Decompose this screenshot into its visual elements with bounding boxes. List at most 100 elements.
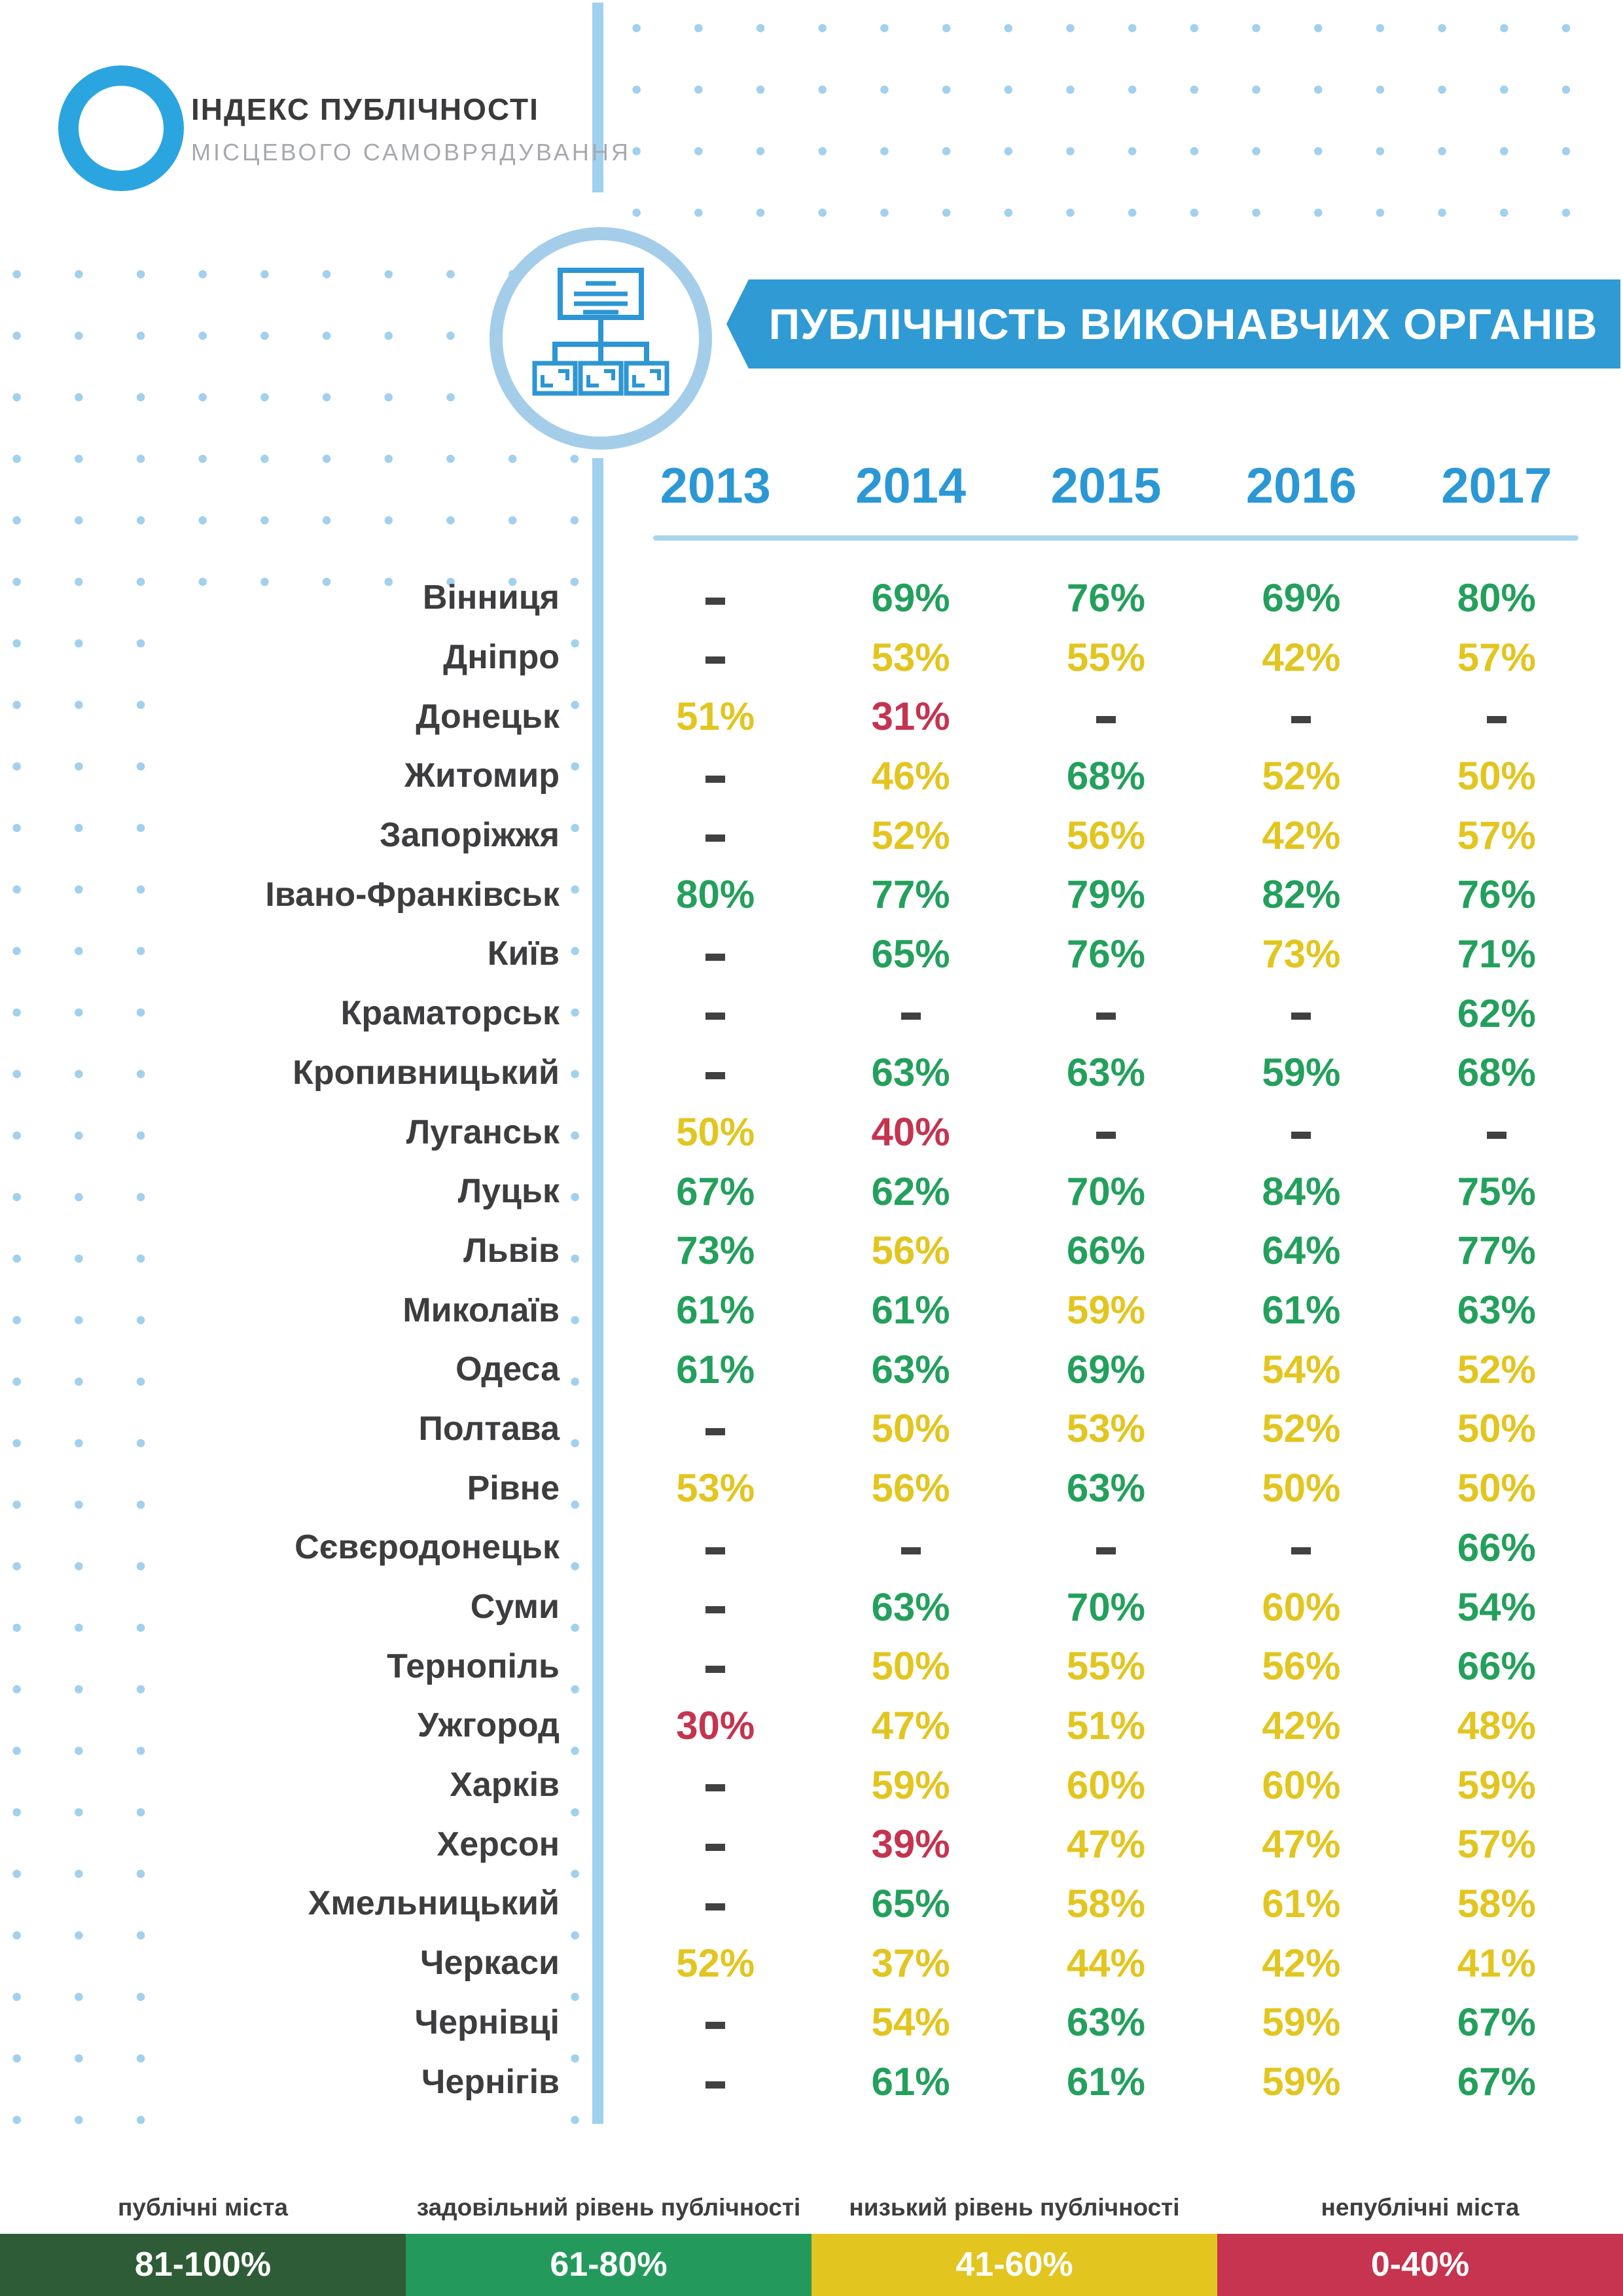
- value-cell: 58%: [1457, 1881, 1536, 1926]
- value-cell: [1204, 694, 1399, 739]
- no-data-dash: [705, 1903, 726, 1910]
- city-label: Чернігів: [421, 2062, 560, 2101]
- year-header-2015: 2015: [1050, 458, 1162, 514]
- city-label: Харків: [450, 1766, 560, 1804]
- no-data-dash: [1486, 1131, 1507, 1139]
- value-cell: [1008, 694, 1204, 739]
- value-cell: 64%: [1262, 1229, 1341, 1273]
- city-label: Дніпро: [443, 638, 560, 677]
- no-data-dash: [705, 2022, 726, 2029]
- value-cell: 61%: [676, 1347, 755, 1391]
- city-label: Черкаси: [419, 1944, 560, 1982]
- no-data-dash: [1291, 1013, 1311, 1020]
- value-cell: [618, 635, 813, 680]
- no-data-dash: [901, 1013, 921, 1020]
- value-cell: [618, 931, 813, 977]
- value-cell: 77%: [1457, 1229, 1536, 1273]
- value-cell: 63%: [1066, 1050, 1146, 1095]
- city-label: Миколаїв: [402, 1291, 560, 1329]
- value-cell: 61%: [1262, 1288, 1341, 1333]
- value-cell: 73%: [1262, 931, 1341, 976]
- value-cell: [618, 1821, 813, 1867]
- value-cell: 62%: [871, 1169, 950, 1213]
- value-cell: 69%: [871, 575, 950, 620]
- value-cell: [618, 813, 813, 858]
- value-cell: 52%: [1262, 1407, 1341, 1451]
- city-label: Ужгород: [417, 1706, 560, 1745]
- title-banner: ПУБЛІЧНІСТЬ ВИКОНАВЧИХ ОРГАНІВ: [726, 279, 1620, 368]
- value-cell: 48%: [1457, 1703, 1536, 1748]
- table-row: Чернівці 54% 63% 59% 67%: [0, 1993, 1623, 2053]
- value-cell: [618, 1525, 813, 1570]
- value-cell: [618, 2059, 813, 2104]
- table-row: Харків 59% 60% 60% 59%: [0, 1755, 1623, 1815]
- value-cell: 50%: [871, 1407, 950, 1451]
- value-cell: 63%: [871, 1347, 950, 1391]
- city-label: Чернівці: [414, 2003, 560, 2041]
- value-cell: [1008, 1109, 1204, 1155]
- no-data-dash: [705, 953, 726, 961]
- no-data-dash: [1096, 1131, 1116, 1139]
- value-cell: [618, 1585, 813, 1630]
- legend-label-low: низький рівень публічності: [849, 2194, 1180, 2221]
- value-cell: 54%: [1262, 1347, 1341, 1391]
- city-label: Сєвєродонецьк: [294, 1528, 560, 1567]
- value-cell: 60%: [1066, 1763, 1146, 1807]
- table-row: Запоріжжя 52% 56% 42% 57%: [0, 806, 1623, 865]
- city-label: Херсон: [437, 1825, 560, 1863]
- no-data-dash: [705, 1072, 726, 1079]
- no-data-dash: [901, 1547, 921, 1554]
- value-cell: 67%: [1457, 2060, 1536, 2104]
- table-row: Житомир 46% 68% 52% 50%: [0, 746, 1623, 806]
- value-cell: [813, 1525, 1008, 1570]
- city-label: Кропивницький: [293, 1053, 560, 1092]
- value-cell: 59%: [1262, 1050, 1341, 1095]
- value-cell: 77%: [871, 872, 950, 917]
- value-cell: 70%: [1066, 1585, 1146, 1629]
- value-cell: 84%: [1262, 1169, 1341, 1213]
- value-cell: 51%: [676, 694, 755, 739]
- value-cell: [1008, 991, 1204, 1036]
- value-cell: 61%: [871, 2060, 950, 2104]
- value-cell: 80%: [1457, 575, 1536, 620]
- value-cell: 47%: [871, 1703, 950, 1748]
- value-cell: [1204, 1109, 1399, 1155]
- legend-blocks-row: 81-100% 61-80% 41-60% 0-40%: [0, 2234, 1623, 2296]
- data-table: Вінниця 69% 76% 69% 80% Дніпро 53% 55% 42% 57% Дон…: [0, 568, 1623, 2111]
- no-data-dash: [705, 834, 726, 842]
- value-cell: 67%: [676, 1169, 755, 1213]
- no-data-dash: [705, 1843, 726, 1851]
- city-label: Луцьк: [457, 1172, 560, 1211]
- value-cell: 63%: [871, 1585, 950, 1629]
- logo-donut-icon: [58, 65, 184, 191]
- table-row: Луганськ 50% 40%: [0, 1102, 1623, 1162]
- value-cell: 63%: [871, 1050, 950, 1095]
- value-cell: 52%: [871, 813, 950, 857]
- table-row: Ужгород 30% 47% 51% 42% 48%: [0, 1696, 1623, 1755]
- value-cell: 76%: [1066, 575, 1146, 620]
- legend-block-0-40: 0-40%: [1217, 2234, 1623, 2296]
- value-cell: [618, 1643, 813, 1689]
- table-row: Черкаси 52% 37% 44% 42% 41%: [0, 1933, 1623, 1993]
- value-cell: [618, 753, 813, 798]
- no-data-dash: [705, 1547, 726, 1554]
- value-cell: 65%: [871, 1881, 950, 1926]
- value-cell: 56%: [1066, 813, 1146, 857]
- table-row: Львів 73% 56% 66% 64% 77%: [0, 1221, 1623, 1281]
- value-cell: 50%: [1457, 753, 1536, 798]
- value-cell: [618, 2000, 813, 2045]
- no-data-dash: [1291, 1547, 1311, 1554]
- legend-label-satisfactory: задовільний рівень публічності: [416, 2194, 801, 2221]
- value-cell: 59%: [871, 1763, 950, 1807]
- city-label: Львів: [463, 1231, 560, 1270]
- table-row: Тернопіль 50% 55% 56% 66%: [0, 1636, 1623, 1696]
- value-cell: 30%: [676, 1703, 755, 1748]
- value-cell: 68%: [1457, 1050, 1536, 1095]
- value-cell: [1204, 991, 1399, 1036]
- table-row: Одеса 61% 63% 69% 54% 52%: [0, 1340, 1623, 1399]
- value-cell: 37%: [871, 1941, 950, 1985]
- dot-grid-upper-left: [0, 247, 592, 588]
- no-data-dash: [705, 775, 726, 783]
- value-cell: 67%: [1457, 2000, 1536, 2045]
- value-cell: 42%: [1262, 1703, 1341, 1748]
